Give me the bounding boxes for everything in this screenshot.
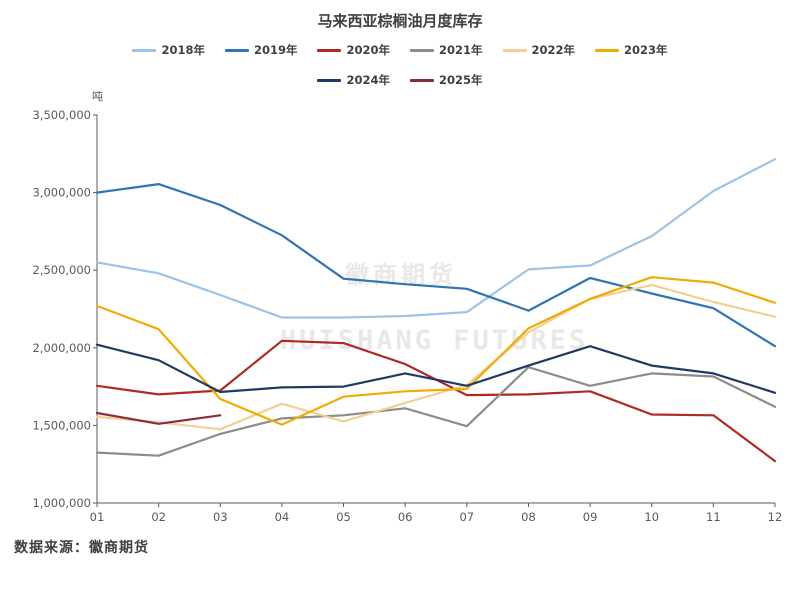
legend-label: 2019年 (253, 43, 298, 57)
legend-item-2024年: 2024年 (317, 72, 390, 88)
legend-label: 2020年 (346, 43, 390, 57)
x-tick-label: 10 (644, 510, 659, 524)
x-tick-label: 01 (90, 510, 105, 524)
x-tick-label: 06 (398, 510, 413, 524)
legend-swatch (410, 48, 434, 52)
legend-item-2019年: 2019年 (224, 42, 298, 58)
x-tick-label: 08 (521, 510, 536, 524)
legend-swatch (224, 48, 249, 52)
x-tick-label: 03 (213, 510, 228, 524)
legend-label: 2022年 (531, 43, 576, 57)
legend-label: 2024年 (346, 73, 390, 87)
y-tick-label: 2,500,000 (32, 263, 91, 277)
x-tick-label: 12 (768, 510, 783, 524)
series-line-2021年 (95, 366, 777, 457)
y-axis-unit-label: 吨 (92, 90, 103, 103)
legend-row-2: 2024年 2025年 (0, 72, 800, 88)
series-line-2019年 (95, 183, 777, 348)
y-tick-label: 1,000,000 (32, 496, 91, 510)
series-line-2018年 (95, 158, 777, 319)
legend-swatch (132, 48, 157, 52)
x-tick-label: 11 (706, 510, 721, 524)
x-tick-label: 04 (275, 510, 290, 524)
legend-row-1: 2018年 2019年 2020年 2021年 2022年 2023年 (0, 42, 800, 58)
y-tick-label: 2,000,000 (32, 341, 91, 355)
legend-swatch (317, 48, 342, 52)
legend-item-2020年: 2020年 (317, 42, 390, 58)
x-tick-label: 07 (459, 510, 474, 524)
legend-label: 2018年 (161, 43, 205, 57)
x-tick-label: 02 (151, 510, 166, 524)
y-tick-label: 1,500,000 (32, 418, 91, 432)
legend-swatch (595, 48, 620, 52)
legend-item-2018年: 2018年 (132, 42, 205, 58)
legend-item-2023年: 2023年 (595, 42, 668, 58)
legend-label: 2025年 (439, 73, 483, 87)
y-tick-label: 3,000,000 (32, 186, 91, 200)
legend-label: 2021年 (439, 43, 483, 57)
legend-swatch (502, 48, 527, 52)
x-tick-label: 05 (336, 510, 351, 524)
chart-title: 马来西亚棕榈油月度库存 (317, 12, 483, 30)
y-tick-label: 3,500,000 (32, 108, 91, 122)
x-tick-label: 09 (583, 510, 598, 524)
legend-label: 2023年 (624, 43, 668, 57)
data-source-label: 数据来源：徽商期货 (14, 540, 149, 556)
legend-swatch (317, 78, 342, 82)
series-line-2020年 (95, 339, 777, 463)
legend-item-2022年: 2022年 (502, 42, 576, 58)
series-line-2025年 (95, 411, 222, 425)
legend-item-2025年: 2025年 (410, 72, 483, 88)
legend-swatch (410, 78, 434, 82)
series-line-2022年 (95, 283, 777, 431)
legend-item-2021年: 2021年 (410, 42, 483, 58)
series-line-2024年 (95, 343, 777, 394)
